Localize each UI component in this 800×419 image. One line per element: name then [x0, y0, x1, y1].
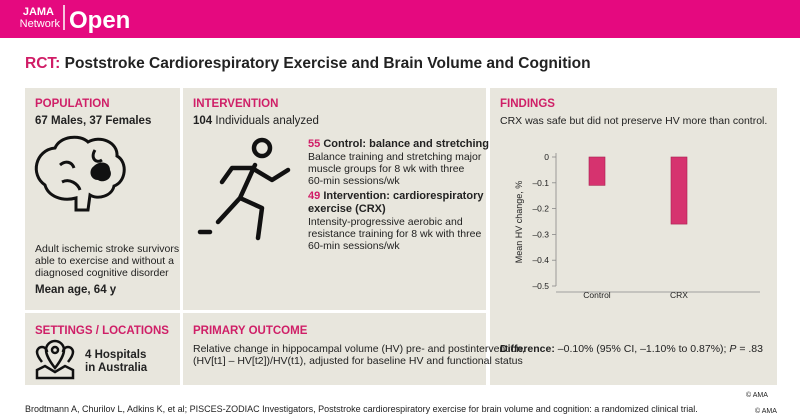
- p-symbol: P: [729, 343, 736, 355]
- citation: Brodtmann A, Churilov L, Adkins K, et al…: [25, 404, 698, 414]
- line: 4 Hospitals: [85, 349, 146, 361]
- total-number: 104: [193, 115, 213, 127]
- brand-open: Open: [69, 7, 130, 34]
- difference-label: Difference:: [500, 343, 555, 355]
- copyright-text: © AMA: [746, 391, 768, 399]
- copyright: © AMA: [746, 391, 768, 399]
- brand-top: JAMA: [23, 6, 54, 18]
- y-tick-label: –0.2: [532, 204, 549, 214]
- group-description: Intensity-progressive aerobic and resista…: [308, 216, 481, 252]
- heading: POPULATION: [35, 98, 110, 110]
- p-text: = .83: [736, 343, 763, 355]
- panel: [25, 88, 180, 310]
- bar: [670, 156, 688, 225]
- counts-text: 67 Males, 37 Females: [35, 115, 151, 127]
- age: Mean age, 64 y: [35, 284, 117, 296]
- chart: 0 –0.1 –0.2 –0.3 –0.4 –0.5 Control CRX: [532, 152, 760, 300]
- line: 60-min sessions/wk: [308, 240, 400, 252]
- y-axis-label: Mean HV change, %: [514, 181, 524, 264]
- copyright: © AMA: [755, 407, 777, 415]
- citation-text: Brodtmann A, Churilov L, Adkins K, et al…: [25, 404, 698, 414]
- description: Adult ischemic stroke survivors able to e…: [35, 243, 179, 279]
- panel: [490, 88, 777, 385]
- group-name: Intervention: cardiorespiratory: [323, 190, 484, 202]
- group-number: 55: [308, 138, 320, 150]
- y-tick-label: –0.5: [532, 281, 549, 291]
- group: 49 Intervention: cardiorespiratory exerci…: [308, 190, 484, 215]
- group-description: Balance training and stretching major mus…: [308, 151, 482, 187]
- heading-text: INTERVENTION: [193, 98, 278, 110]
- title-prefix: RCT:: [25, 55, 60, 72]
- line: Intensity-progressive aerobic and: [308, 216, 463, 228]
- heading-text: POPULATION: [35, 98, 110, 110]
- panel: [183, 313, 486, 385]
- line: 60-min sessions/wk: [308, 175, 400, 187]
- group-name: Control: balance and stretching: [323, 138, 489, 150]
- heading: INTERVENTION: [193, 98, 278, 110]
- panel: [25, 313, 180, 385]
- map-pins-icon: [35, 339, 75, 380]
- copyright-text: © AMA: [755, 407, 777, 415]
- x-tick-label: CRX: [670, 290, 688, 300]
- heading-text: SETTINGS / LOCATIONS: [35, 325, 169, 337]
- outcome: Relative change in hippocampal volume (H…: [193, 343, 525, 367]
- brand-open-text: Open: [69, 7, 130, 34]
- group-name: exercise (CRX): [308, 203, 386, 215]
- header-bar: [0, 0, 800, 38]
- y-tick-label: –0.3: [532, 229, 549, 239]
- difference: Difference: –0.10% (95% CI, –1.10% to 0.…: [500, 343, 763, 355]
- line: able to exercise and without a: [35, 255, 174, 267]
- summary: CRX was safe but did not preserve HV mor…: [500, 115, 767, 127]
- heading-text: FINDINGS: [500, 98, 555, 110]
- y-tick-label: –0.1: [532, 178, 549, 188]
- bar: [588, 156, 606, 186]
- panel: [183, 88, 486, 310]
- title-text: Poststroke Cardiorespiratory Exercise an…: [65, 55, 591, 72]
- heading: SETTINGS / LOCATIONS: [35, 325, 169, 337]
- brand-top-text: JAMA: [23, 6, 54, 18]
- location: 4 Hospitals in Australia: [85, 349, 148, 374]
- heading-text: PRIMARY OUTCOME: [193, 325, 308, 337]
- line: Adult ischemic stroke survivors: [35, 243, 179, 255]
- title: RCT: Poststroke Cardiorespiratory Exerci…: [25, 55, 591, 72]
- x-tick-label: Control: [583, 290, 611, 300]
- y-axis-label-text: Mean HV change, %: [514, 181, 524, 264]
- brand-bottom-text: Network: [20, 18, 61, 30]
- age-text: Mean age, 64 y: [35, 284, 117, 296]
- brain-icon: [34, 135, 126, 212]
- line: resistance training for 8 wk with three: [308, 228, 481, 240]
- group: 55 Control: balance and stretching: [308, 138, 489, 150]
- line: diagnosed cognitive disorder: [35, 267, 169, 279]
- summary-text: CRX was safe but did not preserve HV mor…: [500, 115, 767, 127]
- total-text: Individuals analyzed: [215, 115, 319, 127]
- total: 104 Individuals analyzed: [193, 115, 319, 127]
- difference-text: –0.10% (95% CI, –1.10% to 0.87%);: [555, 343, 730, 355]
- heading: PRIMARY OUTCOME: [193, 325, 308, 337]
- y-tick-label: –0.4: [532, 255, 549, 265]
- lesion: [90, 162, 111, 182]
- line: Balance training and stretching major: [308, 151, 482, 163]
- line: (HV[t1] – HV[t2])/HV(t1), adjusted for b…: [193, 355, 523, 367]
- line: muscle groups for 8 wk with three: [308, 163, 465, 175]
- counts: 67 Males, 37 Females: [35, 115, 151, 127]
- brand-bottom: Network: [20, 18, 61, 30]
- heading: FINDINGS: [500, 98, 555, 110]
- y-tick-label: 0: [544, 152, 549, 162]
- line: in Australia: [85, 362, 148, 374]
- group-number: 49: [308, 190, 320, 202]
- line: Relative change in hippocampal volume (H…: [193, 343, 525, 355]
- runner-icon: [197, 137, 291, 241]
